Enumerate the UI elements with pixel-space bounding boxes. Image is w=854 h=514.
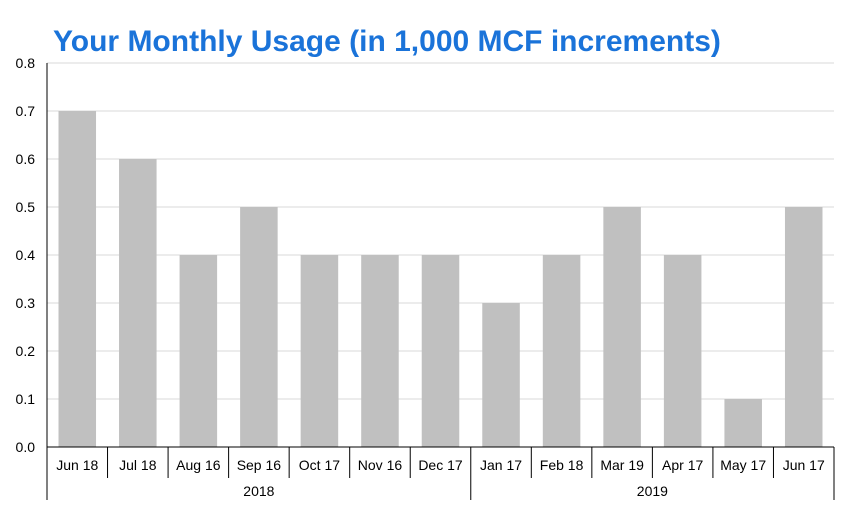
bar (300, 255, 339, 447)
x-tick-label: Dec 17 (418, 457, 463, 473)
y-tick-label: 0.5 (16, 199, 36, 215)
bars (58, 111, 823, 447)
y-tick-label: 0.4 (16, 247, 36, 263)
y-tick-labels: 0.0 0.1 0.2 0.3 0.4 0.5 0.6 0.7 0.8 (16, 55, 36, 455)
y-tick-label: 0.0 (16, 439, 36, 455)
x-tick-label: Apr 17 (662, 457, 703, 473)
x-group-label: 2018 (243, 483, 274, 499)
chart-title: Your Monthly Usage (in 1,000 MCF increme… (53, 25, 721, 58)
y-tick-label: 0.1 (16, 391, 36, 407)
x-tick-label: Feb 18 (540, 457, 584, 473)
x-tick-labels: Jun 18 Jul 18 Aug 16 Sep 16 Oct 17 Nov 16 Dec … (56, 457, 825, 473)
x-tick-label: Oct 17 (299, 457, 340, 473)
x-tick-label: May 17 (720, 457, 766, 473)
x-tick-label: Mar 19 (600, 457, 644, 473)
x-group-labels: 2018 2019 (243, 483, 668, 499)
bar (421, 255, 460, 447)
bar (119, 159, 157, 447)
bar (179, 255, 218, 447)
bar (240, 207, 278, 447)
x-tick-label: Jun 17 (783, 457, 825, 473)
bar (58, 111, 97, 447)
y-tick-label: 0.2 (16, 343, 36, 359)
axes (46, 63, 835, 500)
x-tick-label: Jul 18 (119, 457, 157, 473)
bar (724, 399, 762, 447)
y-tick-label: 0.8 (16, 55, 36, 71)
x-tick-label: Nov 16 (358, 457, 403, 473)
x-tick-label: Jan 17 (480, 457, 522, 473)
bar (482, 303, 520, 447)
x-group-label: 2019 (637, 483, 668, 499)
x-tick-label: Jun 18 (56, 457, 98, 473)
x-tick-label: Aug 16 (176, 457, 221, 473)
bar (361, 255, 399, 447)
bar (542, 255, 581, 447)
y-tick-label: 0.6 (16, 151, 36, 167)
bar (784, 207, 823, 447)
bar (663, 255, 702, 447)
bar (603, 207, 641, 447)
y-tick-label: 0.3 (16, 295, 36, 311)
x-tick-label: Sep 16 (237, 457, 282, 473)
y-tick-label: 0.7 (16, 103, 36, 119)
